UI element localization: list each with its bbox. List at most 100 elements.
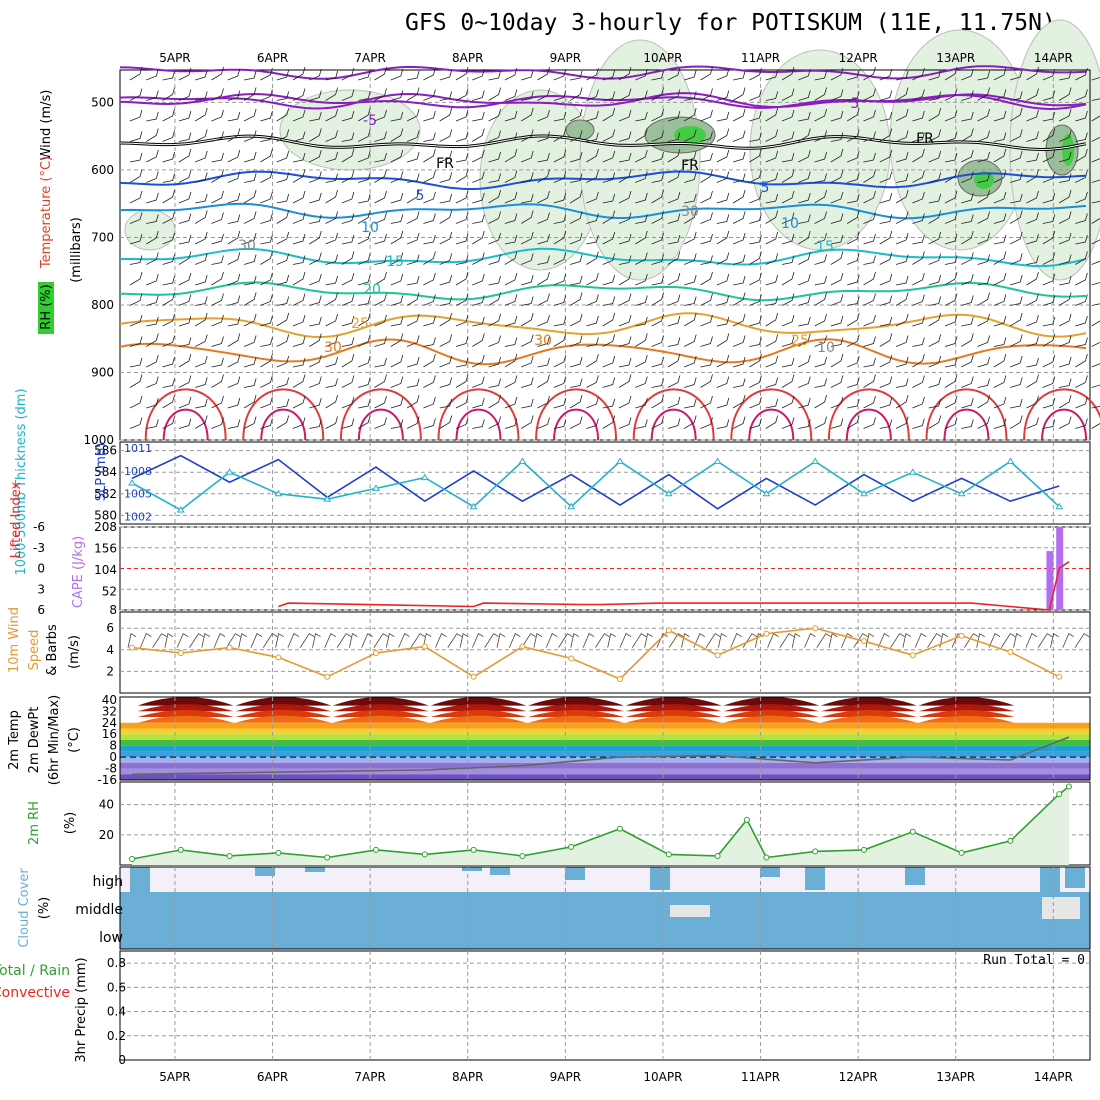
wind-barb bbox=[716, 149, 730, 163]
wind-barb bbox=[472, 149, 485, 163]
wind-barb bbox=[635, 252, 648, 265]
wind-barb bbox=[700, 131, 713, 142]
wind-barb bbox=[961, 171, 974, 183]
wind-barb bbox=[243, 335, 257, 347]
wind-barb bbox=[814, 416, 827, 429]
wind-barb bbox=[292, 233, 306, 245]
wind-barb bbox=[602, 193, 616, 204]
wind-barb bbox=[260, 315, 273, 327]
wind10-barb bbox=[435, 633, 447, 648]
precip-tick-label: 0.8 bbox=[107, 956, 126, 970]
wind-barb bbox=[146, 376, 159, 388]
wind-barb bbox=[569, 416, 583, 429]
wind-barb bbox=[292, 66, 306, 81]
wind-barb bbox=[570, 173, 583, 183]
wind-barb bbox=[162, 189, 175, 204]
wind-barb bbox=[814, 173, 827, 183]
wind-barb bbox=[260, 132, 273, 142]
wind-barb bbox=[374, 212, 387, 224]
wind-barb bbox=[1091, 179, 1100, 183]
wind-barb bbox=[700, 336, 713, 347]
wind-barb bbox=[472, 128, 485, 142]
wind-barb bbox=[928, 296, 942, 306]
wind-barb bbox=[129, 212, 143, 224]
wind-barb bbox=[944, 212, 958, 224]
day-axis: 5APR 5APR 6APR 6APR 7APR 7APR 8APR 8APR 9APR 9APR… bbox=[159, 51, 1073, 1084]
wind-barb bbox=[472, 230, 485, 245]
top-day-label: 12APR bbox=[839, 51, 878, 65]
wind-barb bbox=[374, 314, 387, 327]
wind-barb bbox=[781, 417, 795, 429]
wind-barb bbox=[178, 251, 192, 265]
wind-barb bbox=[716, 90, 730, 101]
wind-barb bbox=[798, 111, 811, 122]
wind10-barb bbox=[201, 633, 211, 648]
wind-barb bbox=[1058, 151, 1072, 163]
wind-barb bbox=[390, 419, 404, 429]
rh-line-point bbox=[861, 846, 867, 853]
wind-barb bbox=[227, 252, 241, 265]
wind-barb bbox=[374, 88, 387, 101]
wind-barb bbox=[977, 151, 990, 163]
wind-barb bbox=[423, 375, 436, 388]
temp-band bbox=[137, 704, 234, 712]
wind-barb bbox=[912, 89, 925, 101]
temp-band bbox=[120, 762, 1090, 769]
wind-barb bbox=[521, 172, 534, 183]
wind10-barb bbox=[472, 633, 484, 648]
wind10-barb bbox=[804, 633, 816, 648]
wind-barb bbox=[521, 129, 534, 142]
rh-line-point bbox=[129, 855, 135, 862]
thickness-line-point bbox=[811, 457, 820, 464]
wind-barb bbox=[227, 149, 241, 163]
wind-barb bbox=[439, 274, 453, 286]
wind-barb bbox=[1058, 254, 1072, 265]
wind-barb bbox=[977, 356, 990, 368]
wind-barb bbox=[798, 354, 811, 368]
wind-barb bbox=[406, 356, 420, 368]
wind-barb bbox=[683, 210, 697, 224]
wind-barb bbox=[309, 149, 322, 163]
wind-barb bbox=[439, 296, 453, 306]
wind-barb bbox=[1010, 150, 1023, 163]
wind-barb bbox=[211, 271, 224, 286]
wind-barb bbox=[651, 254, 664, 265]
temp-band bbox=[235, 715, 332, 723]
wind-barb bbox=[651, 275, 664, 286]
temp-band bbox=[820, 709, 917, 718]
precip-total-rain-label: Total / Rain bbox=[0, 963, 70, 979]
wind-barb bbox=[1010, 193, 1023, 204]
thickness-label: 1000-500mb Thickness (dm) bbox=[14, 388, 29, 575]
wind-barb bbox=[472, 192, 485, 204]
bottom-day-label: 10APR bbox=[643, 1070, 682, 1084]
wind-barb bbox=[716, 273, 730, 286]
wind-barb bbox=[765, 334, 779, 347]
wind10-speed-line-point bbox=[665, 627, 672, 634]
wind-barb bbox=[162, 275, 175, 286]
wind-barb bbox=[129, 233, 143, 245]
contour-40 bbox=[553, 408, 600, 441]
temp-band bbox=[918, 715, 1015, 723]
precip-tick-label: 0.2 bbox=[107, 1029, 126, 1043]
wind-barb bbox=[846, 312, 860, 327]
temp-band bbox=[625, 697, 722, 706]
wind-barb bbox=[423, 418, 436, 429]
wind-barb bbox=[618, 314, 632, 327]
wind-barb bbox=[553, 171, 567, 183]
wind10-barb bbox=[582, 633, 595, 648]
wind-barb bbox=[390, 230, 404, 245]
temp-band bbox=[528, 709, 625, 718]
wind-barb bbox=[162, 70, 175, 81]
wind-barb bbox=[504, 251, 518, 265]
wind-barb bbox=[928, 129, 942, 142]
temp-band bbox=[528, 697, 625, 706]
wind-barb bbox=[1075, 148, 1088, 163]
wind-barb bbox=[700, 233, 713, 245]
temp-band bbox=[528, 704, 625, 712]
wind-barb bbox=[162, 232, 175, 245]
wind-barb bbox=[781, 109, 795, 122]
slp-thickness-panel: 586 584 582 580 1011 1008 1005 1002 1000-500mb T… bbox=[14, 388, 1091, 576]
wind10-barb bbox=[730, 633, 742, 648]
wind-barb bbox=[162, 335, 175, 347]
li-label: Lifted Index bbox=[9, 481, 24, 558]
